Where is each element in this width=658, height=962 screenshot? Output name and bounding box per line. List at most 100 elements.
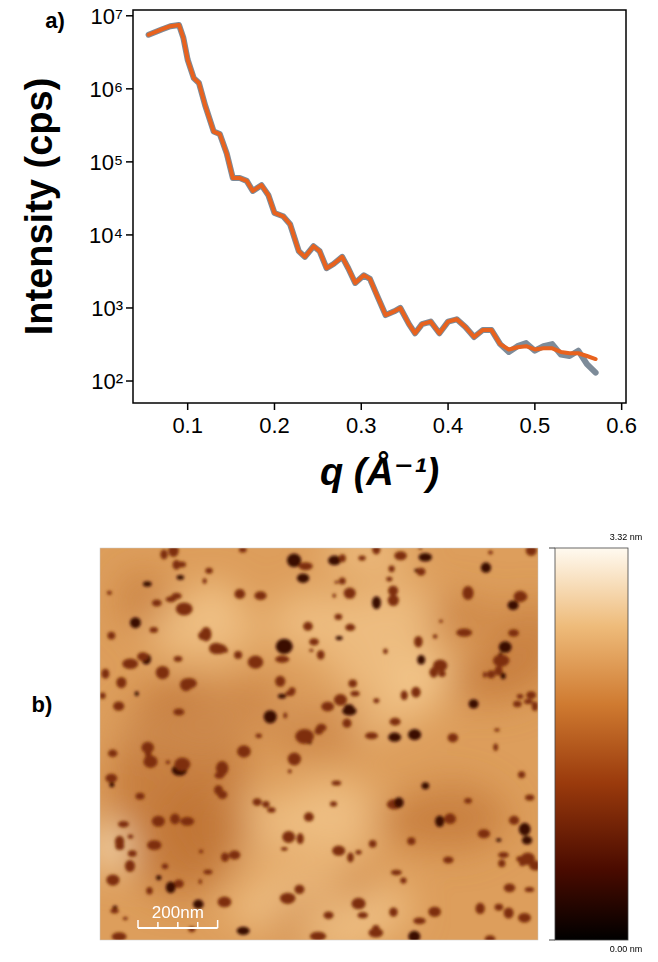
afm-pit <box>339 554 346 562</box>
afm-pit <box>388 733 401 742</box>
scale-bar-tick <box>137 920 139 928</box>
afm-pit <box>203 578 207 583</box>
afm-pit <box>448 733 459 742</box>
afm-patch <box>198 588 240 614</box>
afm-pit <box>328 556 341 566</box>
afm-pit <box>481 562 491 572</box>
afm-patch <box>110 678 250 898</box>
afm-pit <box>262 801 269 808</box>
x-tick <box>621 403 623 410</box>
afm-pit <box>166 881 176 893</box>
afm-pit <box>275 676 285 687</box>
afm-pit <box>498 860 505 868</box>
afm-pit <box>199 879 202 884</box>
afm-pit <box>254 591 266 600</box>
afm-pit <box>176 602 193 615</box>
afm-pit <box>478 829 490 838</box>
afm-pit <box>237 745 251 757</box>
afm-pit <box>475 903 484 914</box>
afm-ground <box>100 548 538 940</box>
afm-pit <box>276 639 293 654</box>
afm-pit <box>237 927 250 935</box>
afm-pit <box>146 887 152 895</box>
afm-pit <box>177 575 184 580</box>
afm-pit <box>394 551 407 560</box>
afm-pit <box>526 548 537 556</box>
afm-pit <box>485 935 495 940</box>
afm-patch <box>321 548 413 574</box>
y-tick <box>126 15 133 17</box>
afm-pit <box>373 698 379 703</box>
afm-pit <box>443 857 453 864</box>
x-tick <box>187 403 189 410</box>
y-tick-label: 10³ <box>91 296 123 321</box>
afm-pit <box>281 847 288 851</box>
afm-pit <box>229 850 240 859</box>
afm-pit <box>150 627 158 633</box>
afm-pit <box>310 932 326 940</box>
afm-pit <box>522 836 532 844</box>
figure: a)0.10.20.30.40.50.610²10³10⁴10⁵10⁶10⁷In… <box>0 0 658 962</box>
afm-pit <box>135 691 139 696</box>
plot-frame <box>133 10 626 403</box>
afm-pit <box>156 666 170 679</box>
afm-pit <box>264 710 277 723</box>
afm-pit <box>529 861 538 871</box>
figure-svg: a)0.10.20.30.40.50.610²10³10⁴10⁵10⁶10⁷In… <box>0 0 658 962</box>
y-tick <box>126 380 133 382</box>
afm-pit <box>509 816 519 825</box>
afm-pit <box>493 744 498 751</box>
afm-pit <box>280 893 296 904</box>
afm-pit <box>389 565 395 572</box>
afm-pit <box>112 932 127 940</box>
afm-pit <box>519 823 531 836</box>
afm-patch <box>269 591 363 654</box>
afm-pit <box>297 573 309 582</box>
afm-pit <box>462 586 473 600</box>
afm-patch <box>297 897 378 940</box>
afm-pit <box>239 548 247 553</box>
afm-pit <box>332 846 345 856</box>
afm-pit <box>294 885 304 894</box>
afm-pit <box>514 591 527 602</box>
afm-pit <box>532 701 538 710</box>
afm-pit <box>334 694 347 706</box>
afm-pit <box>390 718 401 726</box>
afm-pit <box>488 550 493 554</box>
afm-pit <box>248 656 263 669</box>
scale-bar-tick <box>157 922 159 928</box>
data-curve <box>149 25 596 373</box>
afm-pit <box>416 568 425 576</box>
afm-pit <box>147 840 161 850</box>
afm-pit <box>483 672 487 678</box>
afm-pit <box>152 816 165 827</box>
afm-pit <box>496 838 502 842</box>
afm-pit <box>494 728 500 731</box>
afm-pit <box>508 629 519 637</box>
afm-pit <box>383 648 388 653</box>
afm-pit <box>214 785 223 795</box>
afm-pit <box>414 636 423 647</box>
scale-bar-tick <box>217 920 219 928</box>
afm-pit <box>130 617 141 628</box>
colorbar <box>555 548 628 940</box>
y-tick <box>126 234 133 236</box>
afm-pit <box>401 691 408 701</box>
afm-pit <box>221 852 229 861</box>
afm-patches <box>100 548 538 940</box>
x-tick-label: 0.3 <box>346 413 377 438</box>
afm-pit <box>408 729 421 740</box>
afm-pit <box>234 651 242 659</box>
afm-pit <box>358 556 365 561</box>
afm-pit <box>351 898 365 910</box>
afm-pit <box>156 875 161 880</box>
afm-pit <box>309 649 313 652</box>
afm-pit <box>342 719 351 728</box>
afm-pit <box>297 833 304 844</box>
afm-pit <box>411 687 420 698</box>
afm-pit <box>504 908 514 919</box>
afm-pit <box>525 887 534 892</box>
colorbar-label: 0.00 nm <box>610 944 643 954</box>
afm-pit <box>174 757 190 771</box>
afm-pit <box>516 856 524 862</box>
